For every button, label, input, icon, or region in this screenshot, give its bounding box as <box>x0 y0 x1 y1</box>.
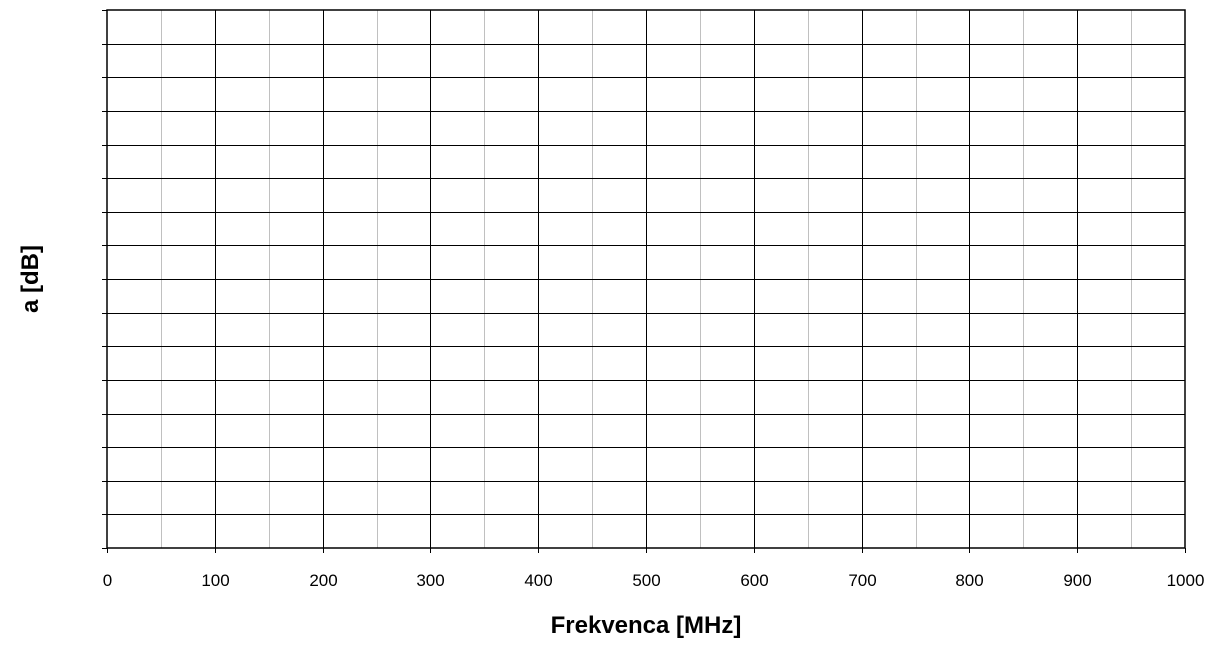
y-axis-ticks <box>102 10 107 549</box>
x-tick-label: 900 <box>1063 571 1091 590</box>
x-tick-label: 600 <box>740 571 768 590</box>
x-tick-label: 200 <box>309 571 337 590</box>
x-tick-label: 500 <box>632 571 660 590</box>
y-axis-title: a [dB] <box>17 245 44 313</box>
x-tick-label: 300 <box>416 571 444 590</box>
x-tick-label: 0 <box>103 571 112 590</box>
plot-frame <box>106 9 1186 549</box>
x-tick-label: 400 <box>524 571 552 590</box>
x-tick-labels: 0 100 200 300 400 500 600 700 800 900 1000 <box>103 571 1205 590</box>
x-tick-label: 1000 <box>1167 571 1205 590</box>
x-axis-ticks <box>107 548 1186 553</box>
x-tick-label: 800 <box>955 571 983 590</box>
major-grid <box>107 10 1185 548</box>
x-tick-label: 700 <box>848 571 876 590</box>
x-tick-label: 100 <box>201 571 229 590</box>
x-axis-title: Frekvenca [MHz] <box>551 612 742 639</box>
